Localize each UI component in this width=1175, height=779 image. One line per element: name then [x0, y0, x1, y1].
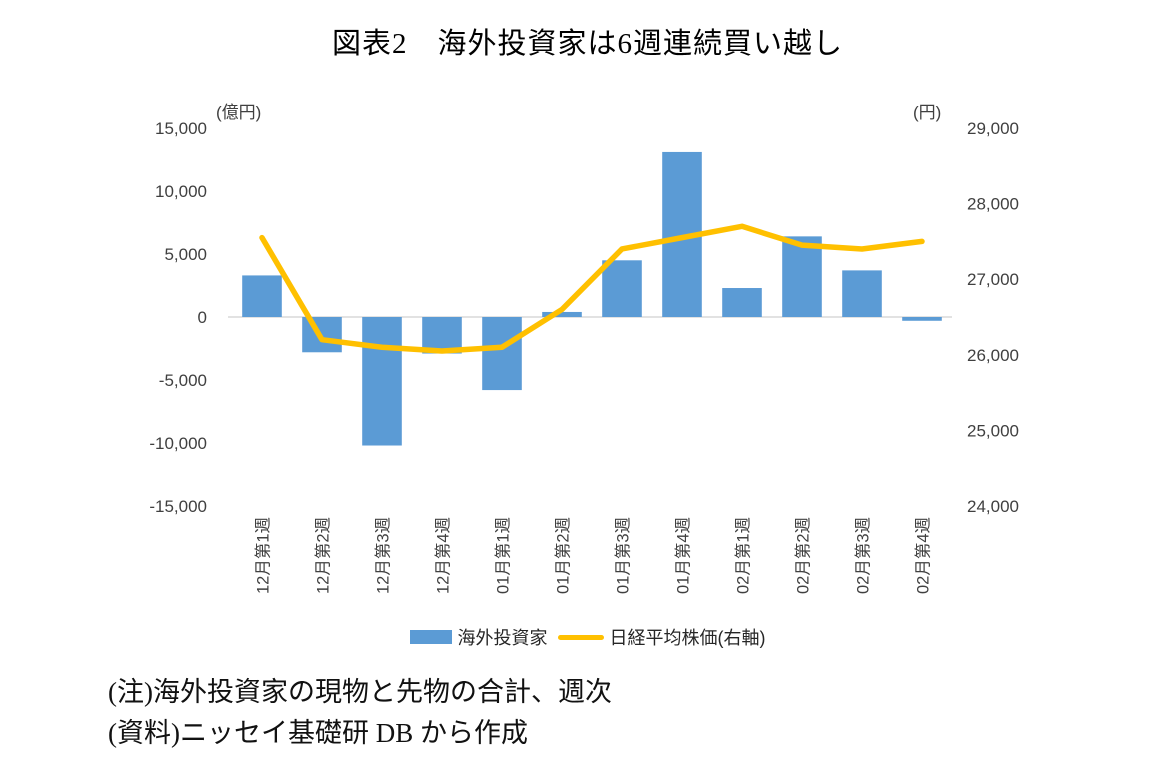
right-axis-tick-label: 25,000: [967, 421, 1019, 440]
bar-12月第1週: [242, 275, 282, 317]
left-axis-tick-label: -15,000: [149, 497, 207, 516]
chart-title: 図表2 海外投資家は6週連続買い越し: [331, 28, 843, 60]
left-axis-tick-label: 0: [198, 308, 207, 327]
x-axis-label-02月第2週: 02月第2週: [794, 517, 813, 594]
right-axis-tick-label: 24,000: [967, 497, 1019, 516]
bar-series-label: 海外投資家: [457, 628, 548, 648]
legend-item-line: 日経平均株価(右軸): [557, 624, 766, 650]
line-series-label: 日経平均株価(右軸): [609, 628, 766, 648]
bar-02月第4週: [902, 317, 942, 321]
x-axis-label-12月第2週: 12月第2週: [314, 517, 333, 594]
bar-02月第2週: [782, 236, 822, 317]
combo-chart: 15,000 10,000 5,000 0 -5,000 -10,000 -15,000 29…: [149, 119, 1019, 594]
x-axis-label-02月第3週: 02月第3週: [854, 517, 873, 594]
left-axis-tick-label: -10,000: [149, 434, 207, 453]
x-axis-label-12月第3週: 12月第3週: [374, 517, 393, 594]
x-axis-label-01月第3週: 01月第3週: [614, 517, 633, 594]
bar-01月第1週: [482, 317, 522, 391]
right-axis-unit-label: (円): [913, 103, 942, 122]
left-axis-tick-label: 5,000: [164, 245, 207, 264]
bar-01月第2週: [542, 311, 582, 317]
x-axis-label-01月第2週: 01月第2週: [554, 517, 573, 594]
line-series-swatch: [557, 634, 604, 640]
right-axis-tick-label: 28,000: [967, 195, 1019, 214]
bar-01月第3週: [602, 260, 642, 317]
left-axis-tick-label: 10,000: [155, 182, 207, 201]
left-axis-unit-label: (億円): [216, 103, 262, 122]
right-axis-tick-label: 26,000: [967, 346, 1019, 365]
x-axis-label-01月第1週: 01月第1週: [494, 517, 513, 594]
note-line-1: (注)海外投資家の現物と先物の合計、週次: [108, 677, 612, 707]
left-axis-tick-label: 15,000: [155, 119, 207, 138]
left-axis-tick-label: -5,000: [159, 371, 207, 390]
legend: 海外投資家 日経平均株価(右軸): [0, 624, 1175, 650]
footnotes: (注)海外投資家の現物と先物の合計、週次 (資料)ニッセイ基礎研 DB から作成: [108, 672, 612, 754]
bar-02月第3週: [842, 270, 882, 317]
x-axis-label-01月第4週: 01月第4週: [674, 517, 693, 594]
bar-12月第3週: [362, 317, 402, 446]
x-axis-label-12月第4週: 12月第4週: [434, 517, 453, 594]
note-line-2: (資料)ニッセイ基礎研 DB から作成: [108, 718, 528, 748]
bar-series-swatch: [409, 630, 452, 644]
nikkei-line: [259, 223, 925, 354]
legend-item-bar: 海外投資家: [409, 624, 548, 650]
x-axis-label-12月第1週: 12月第1週: [254, 517, 273, 594]
x-axis-label-02月第1週: 02月第1週: [734, 517, 753, 594]
right-axis-tick-label: 29,000: [967, 119, 1019, 138]
x-axis-label-02月第4週: 02月第4週: [914, 517, 933, 594]
bar-02月第1週: [722, 288, 762, 317]
right-axis-tick-label: 27,000: [967, 270, 1019, 289]
